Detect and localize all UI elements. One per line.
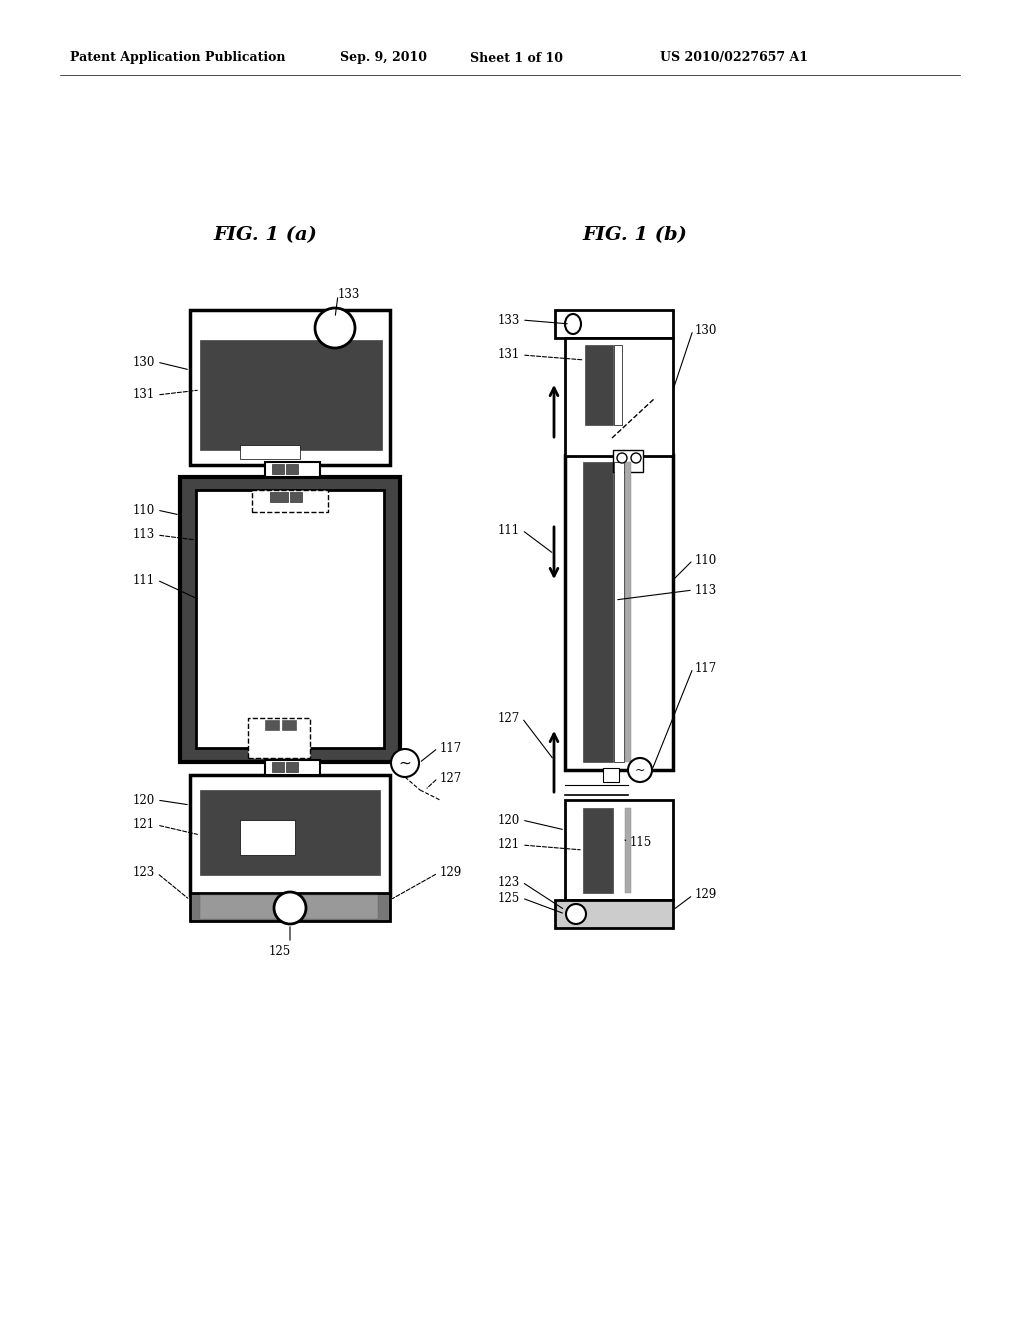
Text: 127: 127 xyxy=(440,771,462,784)
Bar xyxy=(190,894,390,921)
Bar xyxy=(625,808,631,894)
Circle shape xyxy=(617,453,627,463)
Bar xyxy=(555,310,673,338)
Bar xyxy=(272,465,284,474)
Text: 115: 115 xyxy=(630,836,652,849)
Text: 111: 111 xyxy=(498,524,520,536)
Text: 130: 130 xyxy=(695,323,718,337)
Text: 113: 113 xyxy=(133,528,155,541)
Text: 110: 110 xyxy=(695,553,717,566)
Circle shape xyxy=(631,453,641,463)
Bar xyxy=(583,462,613,762)
Circle shape xyxy=(391,748,419,777)
Text: 127: 127 xyxy=(498,711,520,725)
Bar xyxy=(252,490,328,512)
Bar xyxy=(286,762,298,772)
Bar xyxy=(286,465,298,474)
Text: 117: 117 xyxy=(440,742,462,755)
Bar xyxy=(585,345,613,425)
Bar xyxy=(565,800,673,900)
Text: 130: 130 xyxy=(133,355,155,368)
Bar xyxy=(565,338,673,455)
Text: 131: 131 xyxy=(498,348,520,362)
Text: 113: 113 xyxy=(695,583,717,597)
Bar xyxy=(272,762,284,772)
Bar xyxy=(196,490,384,748)
Bar xyxy=(240,820,295,855)
Text: 120: 120 xyxy=(498,813,520,826)
Bar xyxy=(240,445,300,459)
Bar xyxy=(200,895,378,919)
Text: ~: ~ xyxy=(635,763,645,776)
Ellipse shape xyxy=(565,314,581,334)
Bar xyxy=(613,450,643,473)
Text: Patent Application Publication: Patent Application Publication xyxy=(70,51,286,65)
Text: US 2010/0227657 A1: US 2010/0227657 A1 xyxy=(660,51,808,65)
Text: Sep. 9, 2010: Sep. 9, 2010 xyxy=(340,51,427,65)
Bar xyxy=(200,341,382,450)
Bar xyxy=(555,900,673,928)
Text: Sheet 1 of 10: Sheet 1 of 10 xyxy=(470,51,563,65)
Text: 129: 129 xyxy=(695,888,717,902)
Text: 123: 123 xyxy=(498,875,520,888)
Text: FIG. 1 (a): FIG. 1 (a) xyxy=(213,226,317,244)
Bar xyxy=(190,775,390,895)
Text: 121: 121 xyxy=(498,838,520,851)
Text: 131: 131 xyxy=(133,388,155,401)
Text: 125: 125 xyxy=(269,945,291,958)
Text: 120: 120 xyxy=(133,793,155,807)
Bar xyxy=(614,345,622,425)
Bar xyxy=(282,719,296,730)
Text: 133: 133 xyxy=(338,289,360,301)
Bar xyxy=(583,808,613,894)
Bar xyxy=(265,462,319,477)
Bar xyxy=(565,455,673,770)
Text: 133: 133 xyxy=(498,314,520,326)
Text: 123: 123 xyxy=(133,866,155,879)
Circle shape xyxy=(566,904,586,924)
Circle shape xyxy=(628,758,652,781)
Text: FIG. 1 (b): FIG. 1 (b) xyxy=(583,226,687,244)
Circle shape xyxy=(315,308,355,348)
Bar xyxy=(190,310,390,465)
Bar xyxy=(265,719,279,730)
Text: 110: 110 xyxy=(133,503,155,516)
Text: 125: 125 xyxy=(498,891,520,904)
Bar xyxy=(265,760,319,775)
Bar xyxy=(290,492,302,502)
Text: ~: ~ xyxy=(398,755,412,771)
Text: 111: 111 xyxy=(133,573,155,586)
Text: 121: 121 xyxy=(133,818,155,832)
Text: 129: 129 xyxy=(440,866,462,879)
Bar xyxy=(603,768,618,781)
Bar xyxy=(614,462,624,762)
Bar xyxy=(180,477,400,762)
Text: 117: 117 xyxy=(695,661,717,675)
Bar xyxy=(200,789,380,875)
Bar xyxy=(248,718,310,758)
Bar xyxy=(625,462,631,762)
Bar xyxy=(270,492,288,502)
Circle shape xyxy=(274,892,306,924)
